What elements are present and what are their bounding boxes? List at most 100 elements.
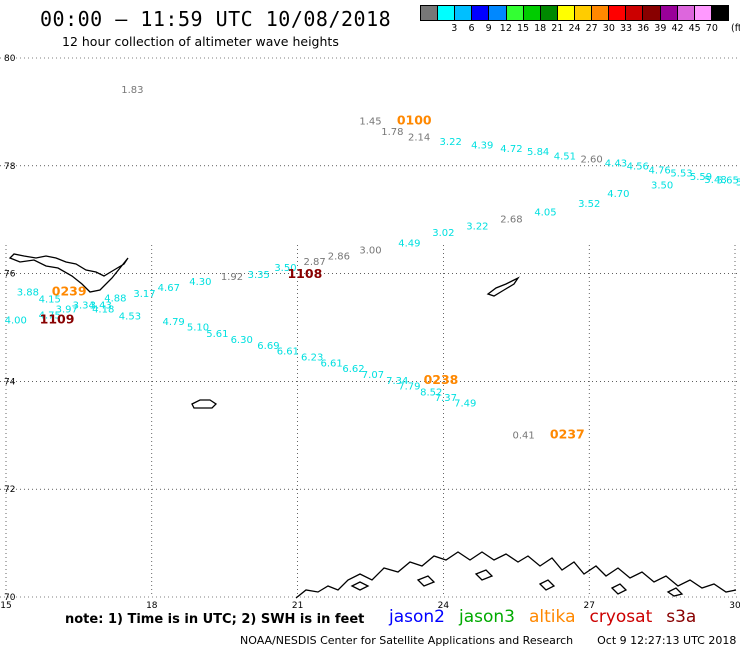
norway-islands xyxy=(350,569,684,597)
legend-swatch xyxy=(574,6,593,20)
wave-height-value: 3.52 xyxy=(578,199,600,210)
latitude-tick-label: 78 xyxy=(4,162,16,172)
longitude-tick-label: 18 xyxy=(146,601,158,611)
satellite-cryosat: cryosat xyxy=(589,607,653,627)
wave-height-value: 4.18 xyxy=(92,304,114,315)
wave-height-value: 6.23 xyxy=(301,352,323,363)
wave-height-value: 4.00 xyxy=(5,316,27,327)
wave-height-value: 8.52 xyxy=(420,387,442,398)
wave-height-value: 4.53 xyxy=(119,311,141,322)
legend-label: 39 xyxy=(654,23,667,34)
legend-label: 45 xyxy=(688,23,701,34)
legend-label: 30 xyxy=(602,23,615,34)
wave-height-value: 2.86 xyxy=(328,252,350,263)
footer-credit: NOAA/NESDIS Center for Satellite Applica… xyxy=(240,634,736,647)
legend-swatch xyxy=(557,6,575,20)
wave-height-value: 3.50 xyxy=(274,263,296,274)
legend-swatch xyxy=(523,6,541,20)
legend-swatch xyxy=(472,6,490,20)
legend-swatch xyxy=(677,6,695,20)
wave-height-value: 4.56 xyxy=(627,162,649,173)
wave-height-value: 7.07 xyxy=(362,370,384,381)
legend-swatch xyxy=(609,6,627,20)
wave-height-value: 2.68 xyxy=(500,214,522,225)
footer-note: note: 1) Time is in UTC; 2) SWH is in fe… xyxy=(65,612,365,627)
wave-height-value: 6.62 xyxy=(342,364,364,375)
wave-height-value: 6.30 xyxy=(231,335,253,346)
latitude-tick-label: 70 xyxy=(4,593,16,603)
wave-height-value: 3.97 xyxy=(56,304,78,315)
wave-height-value: 4.51 xyxy=(554,151,576,162)
satellite-jason3: jason3 xyxy=(459,607,515,627)
legend-label: 70 xyxy=(705,23,718,34)
wave-height-value: 3.88 xyxy=(17,288,39,299)
svalbard-coast xyxy=(8,253,129,293)
wave-height-value: 2.14 xyxy=(408,132,430,143)
wave-height-value: 4.88 xyxy=(104,294,126,305)
latitude-tick-label: 80 xyxy=(4,54,16,64)
wave-height-value: 2.60 xyxy=(580,155,602,166)
pass-time-label: 0237 xyxy=(550,427,585,442)
wave-height-value: 4.67 xyxy=(158,283,180,294)
wave-height-value: 4.49 xyxy=(398,239,420,250)
longitude-tick-label: 21 xyxy=(292,601,303,611)
satellite-jason2: jason2 xyxy=(389,607,445,627)
legend-swatch xyxy=(660,6,678,20)
pass-time-label: 1108 xyxy=(287,266,322,281)
wave-height-value: 7.79 xyxy=(398,381,420,392)
wave-height-value: 1.92 xyxy=(221,272,243,283)
legend-unit: (ft) xyxy=(731,23,740,34)
legend-color-bar xyxy=(420,5,729,21)
latitude-tick-label: 76 xyxy=(4,270,16,280)
pass-time-label: 0100 xyxy=(397,112,432,127)
graticule: 15 18 21 24 27 30 70 72 74 76 78 80 xyxy=(0,54,740,611)
wave-height-value: 5.65 xyxy=(717,176,739,187)
wave-height-value: 4.30 xyxy=(189,277,211,288)
wave-height-value: 4.76 xyxy=(649,165,671,176)
wave-height-value: 3.35 xyxy=(248,270,270,281)
wave-height-value: 3.50 xyxy=(651,180,673,191)
wave-height-value: 1.45 xyxy=(359,116,381,127)
legend-label: 12 xyxy=(499,23,512,34)
page-title: 00:00 – 11:59 UTC 10/08/2018 xyxy=(40,7,392,31)
latitude-tick-label: 72 xyxy=(4,485,15,495)
wave-height-value: 4.70 xyxy=(607,189,629,200)
wave-height-value: 5.48 xyxy=(704,175,726,186)
wave-height-value: 6.61 xyxy=(277,346,299,357)
legend-swatch xyxy=(643,6,661,20)
legend-label: 24 xyxy=(568,23,581,34)
wave-height-value: 3.22 xyxy=(440,137,462,148)
wave-height-value: 5.59 xyxy=(690,172,712,183)
legend-swatch xyxy=(438,6,456,20)
wave-height-value: 7.34 xyxy=(386,376,408,387)
wave-height-value: 5.50 xyxy=(736,178,740,189)
wave-height-value: 3.43 xyxy=(90,301,112,312)
legend-label: 18 xyxy=(534,23,547,34)
longitude-tick-label: 24 xyxy=(438,601,450,611)
latitude-tick-label: 74 xyxy=(4,377,16,387)
legend-label: 27 xyxy=(585,23,598,34)
wave-height-value: 5.84 xyxy=(527,147,549,158)
wave-height-value: 7.49 xyxy=(454,399,476,410)
wave-height-value: 4.43 xyxy=(605,158,627,169)
bear-island-coast xyxy=(191,399,218,409)
legend-label: 6 xyxy=(468,23,475,34)
wave-height-value: 4.15 xyxy=(39,295,61,306)
wave-height-value: 1.83 xyxy=(121,85,143,96)
wave-height-value: 0.41 xyxy=(512,431,534,442)
wave-height-value: 3.00 xyxy=(359,246,381,257)
satellite-legend: jason2 jason3 altika cryosat s3a xyxy=(389,607,710,627)
legend-label: 21 xyxy=(551,23,564,34)
legend-swatch xyxy=(626,6,644,20)
wave-height-value: 5.61 xyxy=(206,329,228,340)
longitude-tick-label: 27 xyxy=(583,601,594,611)
wave-height-value: 5.10 xyxy=(187,323,209,334)
wave-height-value: 4.75 xyxy=(39,310,61,321)
satellite-altika: altika xyxy=(529,607,576,627)
legend-swatch xyxy=(489,6,507,20)
wave-height-value: 3.34 xyxy=(73,301,95,312)
